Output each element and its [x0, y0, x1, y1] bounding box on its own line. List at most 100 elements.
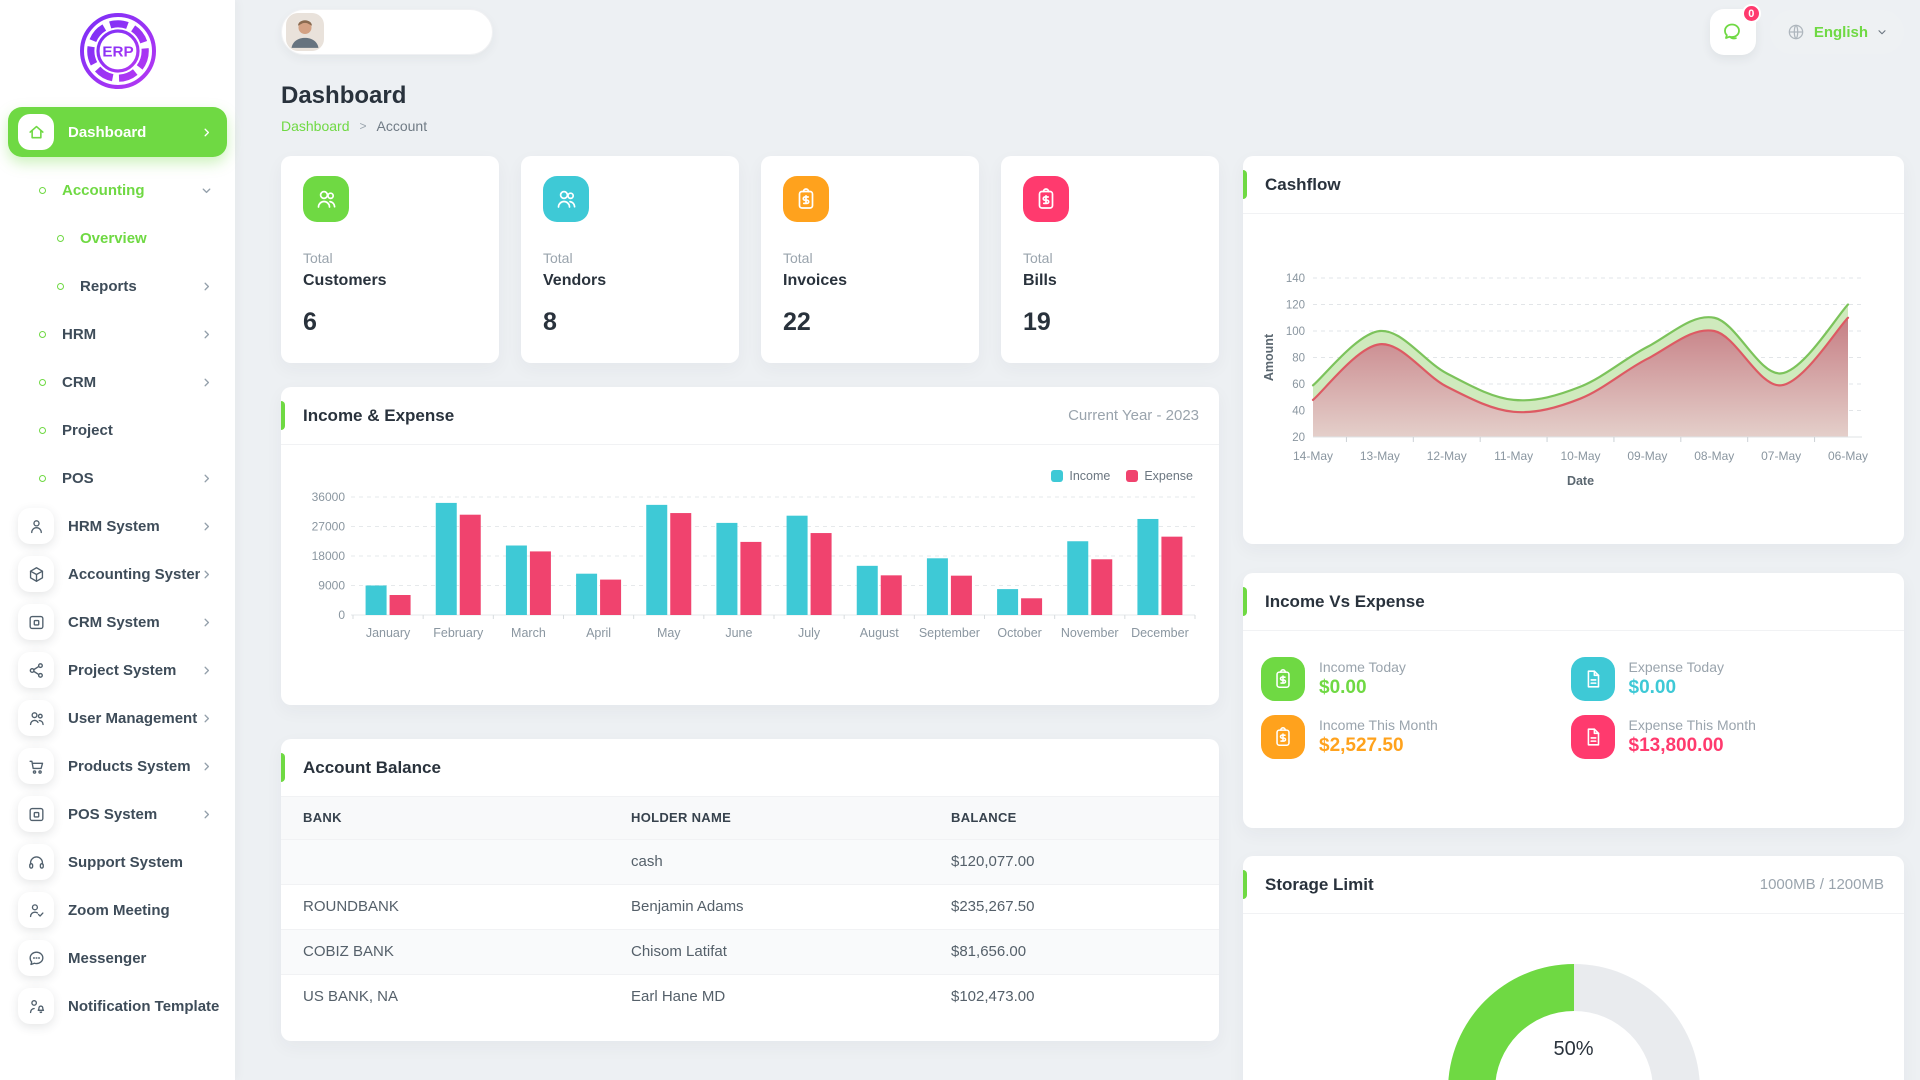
- cube-icon: [29, 566, 43, 582]
- sidebar-item-pos-system[interactable]: POS System: [8, 791, 227, 837]
- clipboard-dollar-icon: [1276, 669, 1290, 689]
- legend-item-expense: Expense: [1126, 469, 1193, 483]
- sidebar-item-crm-system[interactable]: CRM System: [8, 599, 227, 645]
- avatar[interactable]: [286, 13, 324, 51]
- cashflow-title: Cashflow: [1265, 174, 1341, 194]
- topbar-right: 0 English: [1709, 4, 1904, 55]
- user-check-icon: [29, 903, 44, 917]
- sidebar-item-notification-template[interactable]: Notification Template: [8, 983, 227, 1029]
- sidebar-item-accounting-system[interactable]: Accounting System: [8, 551, 227, 597]
- chevron-right-icon: [200, 328, 213, 341]
- sidebar-item-pos[interactable]: POS: [8, 455, 227, 501]
- chevron-down-icon: [200, 184, 213, 197]
- sidebar-item-label: HRM System: [68, 517, 160, 535]
- main-area: 0 English Dashboard Dashboard > Account …: [235, 0, 1920, 1080]
- sidebar-item-support-system[interactable]: Support System: [8, 839, 227, 885]
- account-balance-table: BANK HOLDER NAME BALANCE cash $120,077.00 RO…: [281, 797, 1219, 1019]
- table-cell: cash: [609, 838, 929, 884]
- chevron-right-icon: [200, 712, 213, 725]
- sidebar-item-hrm-system[interactable]: HRM System: [8, 503, 227, 549]
- stat-cards-row: Total Customers 6 Total Vendors 8 Total Invoice…: [281, 156, 1219, 363]
- sidebar-item-label: Notification Template: [68, 997, 220, 1015]
- storage-percent-label: 50%: [1553, 1038, 1594, 1060]
- table-cell: Chisom Latifat: [609, 928, 929, 974]
- sidebar-item-label: CRM System: [68, 613, 160, 631]
- breadcrumb: Dashboard > Account: [281, 118, 1904, 134]
- table-row: COBIZ BANK Chisom Latifat $81,656.00: [281, 928, 1219, 974]
- notifications-button[interactable]: 0: [1709, 4, 1761, 55]
- sidebar-item-label: POS: [62, 469, 94, 487]
- sidebar-item-dashboard[interactable]: Dashboard: [8, 107, 227, 157]
- cashflow-header: Cashflow: [1243, 156, 1904, 214]
- sidebar-item-overview[interactable]: Overview: [8, 215, 227, 261]
- legend-swatch-icon: [1051, 470, 1064, 482]
- sidebar-item-user-management[interactable]: User Management: [8, 695, 227, 741]
- search-input[interactable]: [324, 14, 525, 50]
- clipboard-dollar-icon: [1038, 188, 1054, 209]
- stat-value: 6: [303, 308, 317, 336]
- column-header-holder-name: HOLDER NAME: [609, 797, 929, 839]
- sidebar-item-project-system[interactable]: Project System: [8, 647, 227, 693]
- sidebar-item-products-system[interactable]: Products System: [8, 743, 227, 789]
- storage-limit-card: Storage Limit 1000MB / 1200MB 50%: [1243, 856, 1904, 1080]
- chevron-right-icon: [200, 376, 213, 389]
- language-selector[interactable]: English: [1769, 10, 1904, 54]
- svg-text:September: September: [919, 626, 980, 640]
- income-expense-title: Income & Expense: [303, 405, 455, 425]
- svg-text:November: November: [1061, 626, 1119, 640]
- svg-text:120: 120: [1286, 300, 1305, 312]
- breadcrumb-separator-icon: >: [359, 119, 367, 133]
- stat-label-top: Total: [543, 250, 573, 266]
- chevron-right-icon: [200, 280, 213, 293]
- stat-card-invoices: Total Invoices 22: [761, 156, 979, 363]
- language-label: English: [1813, 23, 1868, 41]
- sidebar-item-accounting[interactable]: Accounting: [8, 167, 227, 213]
- profile-search-pill[interactable]: [281, 9, 525, 55]
- stat-label-top: Total: [783, 250, 813, 266]
- erp-logo-icon: ERP: [79, 13, 156, 89]
- stat-label: Invoices: [783, 272, 848, 289]
- ive-label: Income Today: [1319, 659, 1406, 675]
- sidebar-item-crm[interactable]: CRM: [8, 359, 227, 405]
- legend-item-income: Income: [1051, 469, 1110, 483]
- table-cell: $235,267.50: [929, 883, 1219, 929]
- ive-item-expense-today: Expense Today $0.00: [1570, 657, 1881, 701]
- svg-text:10-May: 10-May: [1560, 449, 1600, 463]
- sidebar-item-label: Products System: [68, 757, 191, 775]
- chat-notification-icon: [1723, 23, 1740, 40]
- table-cell: US BANK, NA: [281, 973, 609, 1019]
- sidebar-item-zoom-meeting[interactable]: Zoom Meeting: [8, 887, 227, 933]
- sidebar-item-label: HRM: [62, 325, 97, 343]
- sidebar-item-reports[interactable]: Reports: [8, 263, 227, 309]
- svg-text:18000: 18000: [312, 549, 346, 563]
- svg-text:14-May: 14-May: [1293, 449, 1333, 463]
- column-header-bank: BANK: [281, 797, 609, 839]
- svg-text:100: 100: [1286, 326, 1305, 338]
- chevron-right-icon: [204, 714, 210, 722]
- headset-icon: [28, 855, 44, 869]
- svg-text:36000: 36000: [312, 490, 346, 504]
- sidebar-iconbox: [18, 892, 54, 928]
- stat-card-customers: Total Customers 6: [281, 156, 499, 363]
- right-column: Cashflow 140 120 100 80 60 40 20 14-May 13-May 12…: [1243, 156, 1904, 1080]
- sidebar-item-messenger[interactable]: Messenger: [8, 935, 227, 981]
- chevron-right-icon: [200, 808, 213, 821]
- app-logo[interactable]: ERP: [0, 6, 235, 103]
- stat-label-top: Total: [1023, 250, 1053, 266]
- sidebar-iconbox: [18, 700, 54, 736]
- stat-card-vendors: Total Vendors 8: [521, 156, 739, 363]
- breadcrumb-dashboard-link[interactable]: Dashboard: [281, 118, 350, 134]
- home-icon: [28, 125, 44, 138]
- clipboard-dollar-badge: [1261, 657, 1305, 701]
- sidebar-item-project[interactable]: Project: [8, 407, 227, 453]
- sidebar-item-hrm[interactable]: HRM: [8, 311, 227, 357]
- chevron-right-icon: [204, 330, 210, 338]
- stat-value: 22: [783, 308, 811, 336]
- table-cell: ROUNDBANK: [281, 883, 609, 929]
- svg-text:October: October: [997, 626, 1041, 640]
- cashflow-chart: 140 120 100 80 60 40 20 14-May 13-May 12-May 11-Ma…: [1262, 273, 1868, 488]
- account-balance-title: Account Balance: [303, 757, 441, 777]
- topbar: 0 English: [281, 0, 1904, 56]
- svg-text:80: 80: [1292, 353, 1305, 365]
- sidebar-iconbox: [18, 844, 54, 880]
